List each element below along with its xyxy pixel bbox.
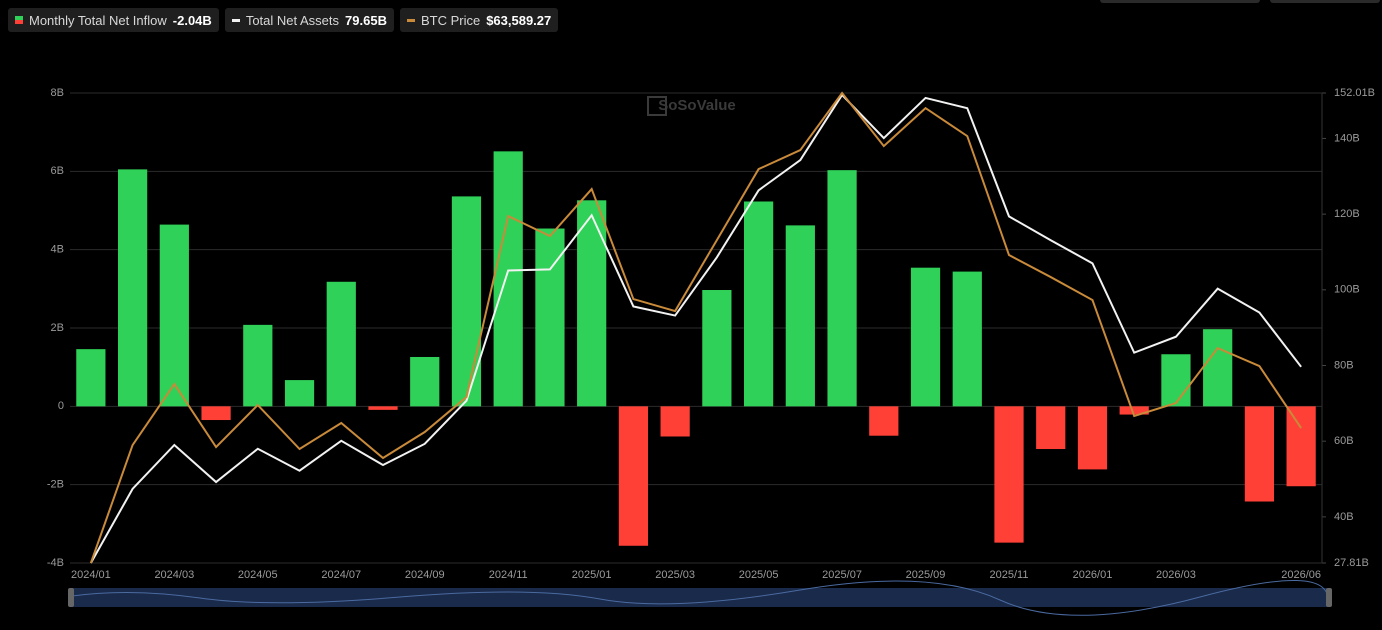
bar [1244, 406, 1275, 502]
bar [410, 356, 440, 407]
legend-item[interactable]: Monthly Total Net Inflow -2.04B [8, 8, 219, 32]
navigator-handle[interactable] [68, 588, 74, 607]
x-tick-label: 2024/03 [154, 569, 194, 581]
bar [1036, 406, 1066, 450]
x-tick-label: 2025/03 [655, 569, 695, 581]
legend-value: $63,589.27 [486, 12, 552, 28]
bar [284, 380, 315, 407]
bar [326, 281, 356, 407]
y-tick-label: 8B [51, 87, 64, 99]
y-tick-label: -2B [47, 479, 64, 491]
bar [702, 290, 732, 407]
x-tick-label: 2024/07 [321, 569, 361, 581]
bar [577, 200, 607, 407]
bar [1286, 406, 1316, 487]
watermark-logo [647, 96, 667, 116]
x-tick-label: 2024/05 [238, 569, 278, 581]
bar [1161, 354, 1191, 407]
bar [1077, 406, 1108, 470]
bar [952, 271, 982, 407]
y2-tick-label: 120B [1334, 208, 1360, 220]
y-tick-label: -4B [47, 557, 64, 569]
bar [451, 196, 482, 407]
y2-tick-label: 60B [1334, 435, 1354, 447]
y2-tick-label: 40B [1334, 511, 1354, 523]
legend-swatch [15, 16, 23, 24]
tab[interactable] [1270, 0, 1380, 3]
legend-swatch [231, 18, 240, 22]
y2-tick-label: 140B [1334, 132, 1360, 144]
y-tick-label: 6B [51, 165, 64, 177]
y2-tick-label: 100B [1334, 284, 1360, 296]
x-tick-label: 2025/05 [739, 569, 779, 581]
legend: Monthly Total Net Inflow -2.04B Total Net… [8, 8, 559, 32]
y-tick-label: 4B [51, 244, 64, 256]
bar [368, 406, 398, 410]
bar [243, 324, 273, 407]
bar [1203, 329, 1233, 407]
navigator-line [71, 579, 1329, 616]
x-tick-label: 2024/11 [489, 569, 528, 581]
line [89, 91, 1302, 564]
x-tick-label: 2026/03 [1156, 569, 1196, 581]
legend-label: BTC Price [420, 12, 481, 28]
bar [785, 225, 815, 407]
bar [660, 406, 690, 437]
bar [493, 151, 523, 407]
bar [910, 267, 941, 407]
bar [994, 406, 1024, 543]
y2-tick-label: 27.81B [1334, 557, 1369, 569]
x-tick-label: 2025/09 [906, 569, 946, 581]
y2-tick-label: 152.01B [1334, 87, 1375, 99]
bar [618, 406, 649, 546]
legend-label: Monthly Total Net Inflow [29, 12, 167, 28]
x-tick-label: 2024/01 [71, 569, 111, 581]
bar [1119, 406, 1149, 415]
bar [201, 406, 231, 421]
line [89, 93, 1302, 564]
y-tick-label: 2B [51, 322, 64, 334]
x-tick-label: 2025/01 [572, 569, 612, 581]
watermark: SoSoValue [658, 97, 736, 114]
legend-swatch [406, 18, 415, 22]
x-tick-label: 2025/11 [990, 569, 1029, 581]
legend-value: -2.04B [172, 12, 212, 28]
bar [159, 224, 189, 407]
legend-label: Total Net Assets [245, 12, 340, 28]
legend-value: 79.65B [345, 12, 387, 28]
y-tick-label: 0 [58, 400, 64, 412]
legend-item[interactable]: BTC Price $63,589.27 [399, 8, 559, 32]
x-tick-label: 2026/06 [1281, 569, 1321, 581]
bar [827, 170, 857, 407]
x-tick-label: 2024/09 [405, 569, 445, 581]
bar [743, 201, 774, 407]
bar [76, 349, 106, 407]
x-tick-label: 2025/07 [822, 569, 862, 581]
x-tick-label: 2026/01 [1073, 569, 1113, 581]
bar [117, 169, 148, 407]
navigator-handle[interactable] [1326, 588, 1332, 607]
y2-tick-label: 80B [1334, 359, 1354, 371]
navigator[interactable] [72, 588, 1328, 607]
tab[interactable] [1100, 0, 1260, 3]
bar [869, 406, 899, 436]
legend-item[interactable]: Total Net Assets 79.65B [224, 8, 394, 32]
